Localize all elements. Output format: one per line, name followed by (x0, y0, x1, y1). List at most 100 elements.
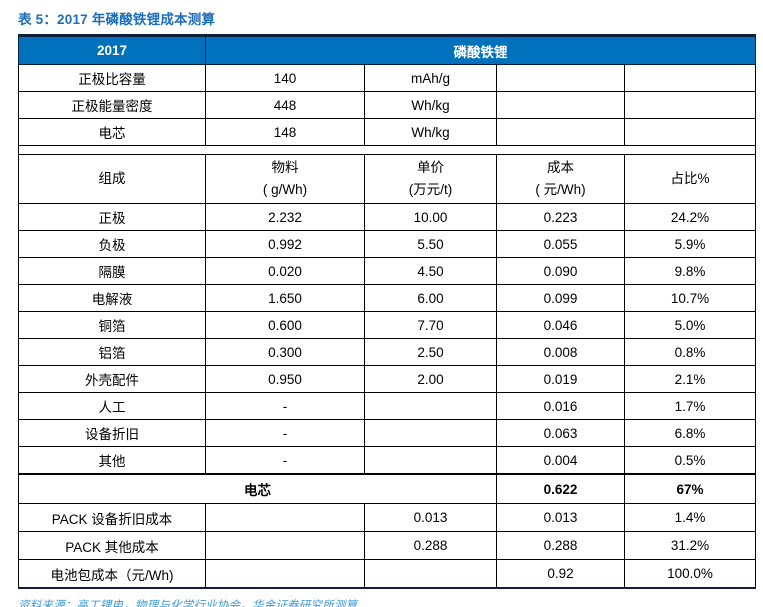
component-row: 负极 0.992 5.50 0.055 5.9% (18, 230, 756, 258)
component-row: 铜箔 0.600 7.70 0.046 5.0% (18, 311, 756, 339)
spec-value: 148 (205, 118, 365, 146)
component-material: 0.300 (205, 338, 365, 366)
component-share: 10.7% (624, 284, 756, 312)
pack-label: PACK 设备折旧成本 (18, 503, 206, 532)
component-material: 0.950 (205, 365, 365, 393)
component-label: 负极 (18, 230, 206, 258)
component-row: 铝箔 0.300 2.50 0.008 0.8% (18, 338, 756, 366)
pack-row: PACK 设备折旧成本 0.013 0.013 1.4% (18, 503, 756, 532)
separator-cell (18, 145, 756, 155)
spec-unit: Wh/kg (364, 91, 497, 119)
component-price: 7.70 (364, 311, 497, 339)
columns-header-row: 组成 物料 ( g/Wh) 单价 (万元/t) 成本 ( 元/Wh) 占比% (18, 154, 756, 204)
component-label: 隔膜 (18, 257, 206, 285)
col-header-cost-line2: ( 元/Wh) (535, 182, 586, 197)
source-note: 资料来源：高工锂电，物理与化学行业协会，华金证券研究所测算 (18, 600, 358, 607)
col-header-cost: 成本 ( 元/Wh) (496, 154, 625, 204)
component-cost: 0.055 (496, 230, 625, 258)
pack-price: 0.013 (364, 503, 497, 532)
component-price: 10.00 (364, 203, 497, 231)
component-label: 其他 (18, 446, 206, 475)
separator-row (18, 145, 756, 155)
component-label: 设备折旧 (18, 419, 206, 447)
col-header-composition: 组成 (18, 154, 206, 204)
component-price: 2.50 (364, 338, 497, 366)
pack-total-material (205, 559, 365, 589)
component-share: 24.2% (624, 203, 756, 231)
component-material: 2.232 (205, 203, 365, 231)
component-label: 电解液 (18, 284, 206, 312)
cell-subtotal-row: 电芯 0.622 67% (18, 473, 756, 504)
pack-label: PACK 其他成本 (18, 531, 206, 560)
component-cost: 0.090 (496, 257, 625, 285)
pack-cost: 0.288 (496, 531, 625, 560)
component-label: 正极 (18, 203, 206, 231)
cost-table: 2017 磷酸铁锂 正极比容量 140 mAh/g 正极能量密度 448 Wh/… (18, 34, 756, 589)
pack-total-label: 电池包成本（元/Wh) (18, 559, 206, 589)
col-header-price: 单价 (万元/t) (364, 154, 497, 204)
spec-label: 正极比容量 (18, 64, 206, 92)
component-row: 隔膜 0.020 4.50 0.090 9.8% (18, 257, 756, 285)
component-price: 2.00 (364, 365, 497, 393)
pack-total-share: 100.0% (624, 559, 756, 589)
component-share: 1.7% (624, 392, 756, 420)
spec-unit: mAh/g (364, 64, 497, 92)
table-title: 表 5：2017 年磷酸铁锂成本测算 (18, 12, 216, 27)
component-label: 外壳配件 (18, 365, 206, 393)
component-label: 铜箔 (18, 311, 206, 339)
header-product-cell: 磷酸铁锂 (205, 35, 756, 65)
col-header-price-line2: (万元/t) (408, 182, 453, 197)
component-cost: 0.063 (496, 419, 625, 447)
pack-row: PACK 其他成本 0.288 0.288 31.2% (18, 531, 756, 560)
header-year-cell: 2017 (18, 35, 206, 65)
cell-subtotal-label: 电芯 (18, 473, 497, 504)
empty-cell (624, 64, 756, 92)
component-share: 2.1% (624, 365, 756, 393)
component-share: 5.0% (624, 311, 756, 339)
spec-row: 正极比容量 140 mAh/g (18, 64, 756, 92)
component-price: 6.00 (364, 284, 497, 312)
component-material: 1.650 (205, 284, 365, 312)
spec-row: 电芯 148 Wh/kg (18, 118, 756, 146)
component-row: 其他 - 0.004 0.5% (18, 446, 756, 475)
pack-share: 1.4% (624, 503, 756, 532)
component-share: 0.5% (624, 446, 756, 475)
component-material: - (205, 419, 365, 447)
component-cost: 0.019 (496, 365, 625, 393)
component-share: 0.8% (624, 338, 756, 366)
spec-unit: Wh/kg (364, 118, 497, 146)
col-header-price-line1: 单价 (417, 160, 444, 176)
component-row: 电解液 1.650 6.00 0.099 10.7% (18, 284, 756, 312)
col-header-material: 物料 ( g/Wh) (205, 154, 365, 204)
pack-material (205, 503, 365, 532)
component-cost: 0.004 (496, 446, 625, 475)
pack-total-row: 电池包成本（元/Wh) 0.92 100.0% (18, 559, 756, 589)
component-row: 人工 - 0.016 1.7% (18, 392, 756, 420)
pack-cost: 0.013 (496, 503, 625, 532)
empty-cell (496, 64, 625, 92)
pack-price: 0.288 (364, 531, 497, 560)
col-header-material-line1: 物料 (271, 160, 299, 176)
component-label: 人工 (18, 392, 206, 420)
component-share: 6.8% (624, 419, 756, 447)
component-material: - (205, 446, 365, 475)
spec-label: 电芯 (18, 118, 206, 146)
pack-material (205, 531, 365, 560)
component-share: 5.9% (624, 230, 756, 258)
table-header-row: 2017 磷酸铁锂 (18, 35, 756, 65)
col-header-share: 占比% (624, 154, 756, 204)
component-price (364, 446, 497, 475)
component-material: 0.600 (205, 311, 365, 339)
component-price: 4.50 (364, 257, 497, 285)
empty-cell (496, 91, 625, 119)
component-cost: 0.223 (496, 203, 625, 231)
spec-row: 正极能量密度 448 Wh/kg (18, 91, 756, 119)
spec-label: 正极能量密度 (18, 91, 206, 119)
component-cost: 0.046 (496, 311, 625, 339)
pack-total-price (364, 559, 497, 589)
empty-cell (496, 118, 625, 146)
pack-share: 31.2% (624, 531, 756, 560)
col-header-material-line2: ( g/Wh) (262, 182, 308, 197)
component-cost: 0.099 (496, 284, 625, 312)
